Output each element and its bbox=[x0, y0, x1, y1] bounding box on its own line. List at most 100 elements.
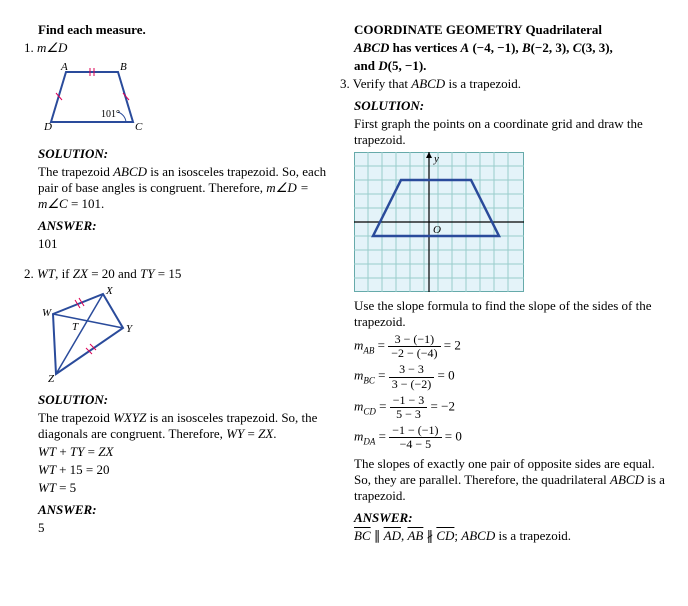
slope-ab-sub: AB bbox=[363, 345, 374, 355]
svg-text:Y: Y bbox=[126, 323, 134, 335]
p3-answer-head: ANSWER: bbox=[354, 510, 668, 526]
p3-grid: y O bbox=[354, 152, 524, 292]
rh-abcd: ABCD bbox=[354, 40, 389, 55]
ans-ad: AD bbox=[384, 528, 401, 543]
p3-answer: BC ∥ AD, AB ∦ CD; ABCD is a trapezoid. bbox=[354, 528, 668, 544]
p2-ty: TY bbox=[140, 266, 154, 281]
p1-var: D bbox=[58, 40, 67, 55]
p3-b: ABCD bbox=[411, 76, 445, 91]
slope-cd-rhs: = −2 bbox=[427, 398, 455, 413]
rh-2f: (−2, 3), bbox=[531, 40, 573, 55]
slope-cd-num: −1 − 3 bbox=[390, 394, 428, 408]
slope-da-rhs: = 0 bbox=[442, 429, 462, 444]
p2-sol-wxyz: WXYZ bbox=[113, 410, 146, 425]
svg-text:X: X bbox=[105, 286, 114, 297]
p2-sol-period: . bbox=[273, 426, 276, 441]
p2-solution-text: The trapezoid WXYZ is an isosceles trape… bbox=[38, 410, 334, 442]
slope-cd-den: 5 − 3 bbox=[390, 408, 428, 421]
svg-text:W: W bbox=[42, 307, 52, 319]
p2-tyv: = 15 bbox=[155, 266, 182, 281]
p1-solution-text: The trapezoid ABCD is an isosceles trape… bbox=[38, 164, 334, 212]
rh-A: A bbox=[461, 40, 470, 55]
rh-2b: has vertices bbox=[389, 40, 460, 55]
svg-text:Z: Z bbox=[48, 373, 55, 385]
slope-ab: mAB = 3 − (−1)−2 − (−4) = 2 bbox=[354, 333, 668, 360]
p1-solution-head: SOLUTION: bbox=[38, 146, 334, 162]
p2-eq2: WT + 15 = 20 bbox=[38, 462, 334, 478]
p2-eq2b: + 15 = 20 bbox=[59, 462, 109, 477]
p2-solution-head: SOLUTION: bbox=[38, 392, 334, 408]
p1-figure: A B C D 101° bbox=[38, 60, 158, 140]
p1-sol-abcd: ABCD bbox=[113, 164, 147, 179]
p3-a: Verify that bbox=[353, 76, 411, 91]
p2-zxv: = 20 and bbox=[88, 266, 140, 281]
slope-bc-m: m bbox=[354, 368, 363, 383]
slope-cd-m: m bbox=[354, 398, 363, 413]
p1-sol-eqv: = 101. bbox=[68, 196, 105, 211]
slope-bc-rhs: = 0 bbox=[434, 368, 454, 383]
p1-sol-eqd: D bbox=[287, 180, 296, 195]
svg-text:B: B bbox=[120, 61, 127, 73]
p1-sol-eq1: m∠ bbox=[266, 180, 287, 195]
left-header: Find each measure. bbox=[38, 22, 334, 38]
p1-sol-eqc: C bbox=[59, 196, 68, 211]
p2-sol-zx: ZX bbox=[258, 426, 273, 441]
ans-ab: AB bbox=[407, 528, 423, 543]
p2-sol-wy: WY bbox=[226, 426, 244, 441]
slope-cd: mCD = −1 − 35 − 3 = −2 bbox=[354, 394, 668, 421]
slope-cd-sub: CD bbox=[363, 406, 376, 416]
p3-c: is a trapezoid. bbox=[445, 76, 521, 91]
p1-label: 1. m∠D bbox=[24, 40, 334, 56]
ans-abcd: ABCD bbox=[461, 528, 495, 543]
p1-num: 1. bbox=[24, 40, 34, 55]
right-head1: COORDINATE GEOMETRY Quadrilateral bbox=[354, 22, 668, 38]
svg-text:101°: 101° bbox=[101, 109, 120, 120]
rh-3c: (5, −1). bbox=[388, 58, 427, 73]
svg-text:O: O bbox=[433, 224, 441, 236]
p2-mid: , if bbox=[55, 266, 73, 281]
p2-eq1: WT + TY = ZX bbox=[38, 444, 334, 460]
p2-wt: WT bbox=[37, 266, 55, 281]
right-head3: and D(5, −1). bbox=[354, 58, 668, 74]
rh-2d: (−4, −1), bbox=[469, 40, 522, 55]
p2-eq3a: WT bbox=[38, 480, 59, 495]
p2-answer-head: ANSWER: bbox=[38, 502, 334, 518]
p1-prefix: m∠ bbox=[37, 40, 58, 55]
p2-eq3b: = 5 bbox=[59, 480, 76, 495]
rh-B: B bbox=[522, 40, 531, 55]
slope-da-m: m bbox=[354, 429, 363, 444]
slope-da-den: −4 − 5 bbox=[389, 438, 441, 451]
p2-eq1-plus: + bbox=[56, 444, 70, 459]
rh-D: D bbox=[378, 58, 387, 73]
p2-num: 2. bbox=[24, 266, 34, 281]
slope-ab-den: −2 − (−4) bbox=[388, 347, 440, 360]
p3-sol3: The slopes of exactly one pair of opposi… bbox=[354, 456, 668, 504]
ans-tail: is a trapezoid. bbox=[495, 528, 571, 543]
ans-bc: BC bbox=[354, 528, 371, 543]
slope-da-num: −1 − (−1) bbox=[389, 424, 441, 438]
p3-sol3b: ABCD bbox=[610, 472, 644, 487]
p3-solution-head: SOLUTION: bbox=[354, 98, 668, 114]
p1-answer-head: ANSWER: bbox=[38, 218, 334, 234]
p3-sol1: First graph the points on a coordinate g… bbox=[354, 116, 668, 148]
slope-ab-rhs: = 2 bbox=[441, 338, 461, 353]
svg-text:y: y bbox=[433, 153, 439, 165]
p2-figure: W X Y Z T bbox=[38, 286, 158, 386]
p2-eq1-b: TY bbox=[70, 444, 84, 459]
p2-eq2a: WT bbox=[38, 462, 59, 477]
p2-eq3: WT = 5 bbox=[38, 480, 334, 496]
slope-bc-sub: BC bbox=[363, 376, 375, 386]
ans-par: ∥ bbox=[371, 528, 384, 543]
p2-eq1-eq: = bbox=[84, 444, 98, 459]
svg-text:D: D bbox=[43, 121, 52, 133]
p2-sol-l1a: The trapezoid bbox=[38, 410, 113, 425]
p3-num: 3. bbox=[340, 76, 350, 91]
p2-zx: ZX bbox=[73, 266, 88, 281]
slope-ab-m: m bbox=[354, 338, 363, 353]
svg-text:T: T bbox=[72, 321, 79, 333]
p3-label: 3. Verify that ABCD is a trapezoid. bbox=[340, 76, 668, 92]
rh-2h: (3, 3), bbox=[581, 40, 612, 55]
p2-label: 2. WT, if ZX = 20 and TY = 15 bbox=[24, 266, 334, 282]
right-head2: ABCD has vertices A (−4, −1), B(−2, 3), … bbox=[354, 40, 668, 56]
slope-ab-num: 3 − (−1) bbox=[388, 333, 440, 347]
